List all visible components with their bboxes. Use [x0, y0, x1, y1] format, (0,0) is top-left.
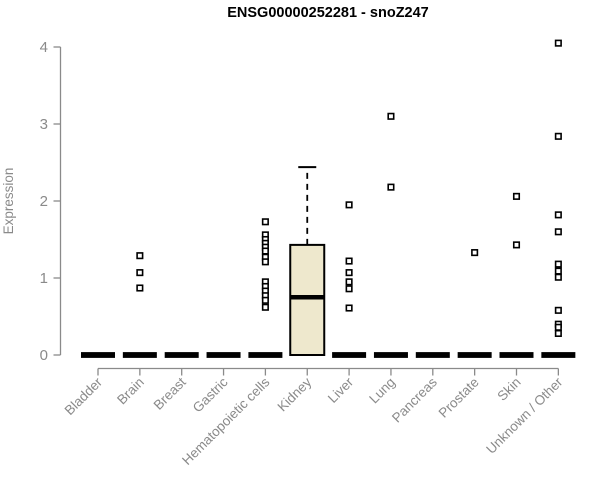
outlier-point — [345, 304, 353, 312]
collapsed-box — [248, 352, 283, 358]
x-tick-label: Bladder — [62, 374, 106, 418]
outlier-point — [345, 257, 353, 265]
x-tick-label: Lung — [366, 375, 398, 407]
y-tick-label: 4 — [40, 39, 48, 56]
outlier-point — [387, 183, 395, 191]
outlier-point — [261, 218, 269, 226]
outlier-point — [512, 241, 521, 249]
outlier-point — [261, 247, 269, 255]
collapsed-box — [373, 352, 408, 358]
chart-title: ENSG00000252281 - snoZ247 — [227, 5, 429, 21]
outlier-point — [554, 132, 562, 140]
outlier-point — [261, 303, 269, 311]
outlier-point — [136, 252, 144, 260]
x-tick-label: Prostate — [436, 375, 482, 421]
x-tick-label: Skin — [494, 375, 523, 404]
x-tick-label: Brain — [114, 375, 147, 408]
collapsed-box — [206, 352, 241, 358]
outlier-point — [554, 260, 562, 268]
outlier-point — [554, 329, 562, 337]
collapsed-box — [332, 352, 367, 358]
collapsed-box — [415, 352, 450, 358]
x-tick-label: Pancreas — [389, 374, 440, 425]
outlier-point — [345, 278, 353, 286]
outlier-point — [554, 273, 562, 281]
x-tick-label: Unknown / Other — [483, 374, 566, 457]
y-axis-label: Expression — [1, 168, 16, 235]
collapsed-box — [164, 352, 199, 358]
outlier-point — [471, 249, 479, 257]
y-tick-label: 3 — [40, 116, 48, 133]
collapsed-box — [499, 352, 534, 358]
x-tick-label: Kidney — [275, 374, 315, 414]
collapsed-box — [541, 352, 576, 358]
outlier-point — [345, 201, 353, 209]
outlier-point — [554, 323, 562, 331]
outlier-point — [136, 269, 144, 277]
x-tick-label: Breast — [151, 374, 189, 412]
outlier-point — [554, 228, 562, 236]
outlier-point — [261, 296, 269, 304]
outlier-point — [554, 306, 562, 314]
outlier-point — [136, 284, 144, 292]
outlier-point — [261, 258, 269, 266]
collapsed-box — [457, 352, 492, 358]
outlier-point — [512, 192, 521, 200]
outlier-point — [554, 267, 562, 275]
box — [289, 243, 326, 356]
outlier-point — [554, 211, 562, 219]
outlier-point — [345, 285, 353, 293]
x-tick-label: Liver — [325, 374, 357, 406]
y-axis: 0 1 2 3 4 — [40, 39, 62, 364]
y-tick-label: 0 — [40, 347, 48, 364]
outlier-point — [554, 39, 562, 47]
collapsed-box — [122, 352, 157, 358]
outlier-point — [387, 112, 395, 120]
outlier-point — [345, 269, 353, 277]
plot-area — [81, 39, 576, 358]
y-tick-label: 2 — [40, 193, 48, 210]
collapsed-box — [81, 352, 115, 358]
x-tick-label: Gastric — [190, 374, 231, 415]
y-tick-label: 1 — [40, 270, 48, 287]
